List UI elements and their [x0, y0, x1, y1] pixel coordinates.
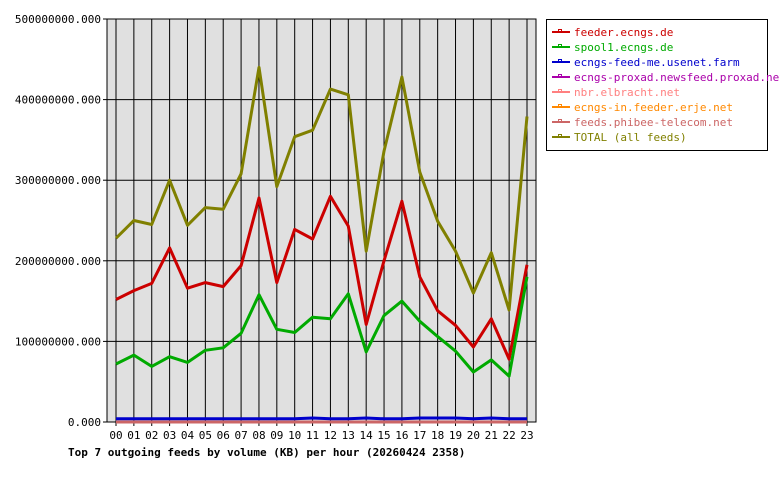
legend-marker-icon — [558, 89, 562, 93]
series-line — [115, 276, 529, 378]
y-tick-label: 0.000 — [68, 416, 101, 429]
x-tick-label: 18 — [431, 429, 444, 442]
legend-marker-icon — [558, 29, 562, 33]
legend-item: feeder.ecngs.de — [547, 25, 767, 40]
x-tick-label: 16 — [395, 429, 408, 442]
legend-marker-icon — [558, 59, 562, 63]
x-tick-label: 13 — [342, 429, 355, 442]
legend-label: ecngs-in.feeder.erje.net — [574, 101, 733, 114]
x-tick-label: 11 — [306, 429, 319, 442]
x-tick-label: 01 — [127, 429, 140, 442]
series-line — [116, 416, 527, 421]
legend-label: ecngs-proxad.newsfeed.proxad.net — [574, 71, 780, 84]
y-tick-label: 100000000.000 — [15, 335, 101, 348]
y-tick-label: 200000000.000 — [15, 255, 101, 268]
x-tick-label: 08 — [252, 429, 265, 442]
y-tick-label: 400000000.000 — [15, 94, 101, 107]
legend-swatch — [552, 44, 570, 48]
legend-label: ecngs-feed-me.usenet.farm — [574, 56, 740, 69]
legend-swatch — [552, 119, 570, 123]
x-tick-label: 15 — [377, 429, 390, 442]
y-tick-label: 500000000.000 — [15, 13, 101, 26]
legend-marker-icon — [558, 44, 562, 48]
legend-item: ecngs-feed-me.usenet.farm — [547, 55, 767, 70]
x-tick-label: 02 — [145, 429, 158, 442]
legend-item: ecngs-proxad.newsfeed.proxad.net — [547, 70, 780, 85]
x-tick-label: 03 — [163, 429, 176, 442]
legend-label: spool1.ecngs.de — [574, 41, 674, 54]
legend-swatch — [552, 89, 570, 93]
x-tick-label: 10 — [288, 429, 301, 442]
x-axis-ticks: 00 01 02 03 04 05 06 07 08 09 10 11 12 13 14 15 16 17 18 19… — [109, 422, 534, 442]
legend-item: feeds.phibee-telecom.net — [547, 115, 767, 130]
legend-label: nbr.elbracht.net — [574, 86, 680, 99]
legend-item: TOTAL (all feeds) — [547, 130, 767, 145]
legend-marker-icon — [558, 134, 562, 138]
legend-item: spool1.ecngs.de — [547, 40, 767, 55]
x-tick-label: 19 — [449, 429, 462, 442]
legend-swatch — [552, 134, 570, 138]
legend-marker-icon — [558, 104, 562, 108]
legend-label: feeds.phibee-telecom.net — [574, 116, 733, 129]
x-tick-label: 00 — [109, 429, 122, 442]
series-lines — [114, 65, 529, 424]
x-tick-label: 05 — [199, 429, 212, 442]
x-tick-label: 12 — [324, 429, 337, 442]
x-tick-label: 04 — [181, 429, 195, 442]
x-tick-label: 20 — [467, 429, 480, 442]
x-tick-label: 06 — [217, 429, 230, 442]
x-tick-label: 17 — [413, 429, 426, 442]
legend-label: feeder.ecngs.de — [574, 26, 674, 39]
legend-label: TOTAL (all feeds) — [574, 131, 687, 144]
y-axis-ticks: 0.000 100000000.000 200000000.000 300000000… — [15, 13, 107, 429]
legend-marker-icon — [558, 119, 562, 123]
x-tick-label: 14 — [360, 429, 374, 442]
legend-item: nbr.elbracht.net — [547, 85, 767, 100]
legend-swatch — [552, 104, 570, 108]
series-line — [114, 65, 529, 312]
legend-marker-icon — [558, 74, 562, 78]
series-line — [115, 194, 529, 361]
x-tick-label: 23 — [520, 429, 533, 442]
legend-item: ecngs-in.feeder.erje.net — [547, 100, 767, 115]
x-tick-label: 21 — [485, 429, 498, 442]
chart-title: Top 7 outgoing feeds by volume (KB) per … — [68, 446, 465, 459]
x-tick-label: 22 — [503, 429, 516, 442]
legend-swatch — [552, 59, 570, 63]
x-tick-label: 09 — [270, 429, 283, 442]
chart-legend: feeder.ecngs.de spool1.ecngs.de ecngs-feed… — [546, 19, 780, 151]
legend-swatch — [552, 29, 570, 33]
y-tick-label: 300000000.000 — [15, 174, 101, 187]
grid-lines — [106, 18, 537, 423]
x-tick-label: 07 — [234, 429, 247, 442]
legend-swatch — [552, 74, 570, 78]
